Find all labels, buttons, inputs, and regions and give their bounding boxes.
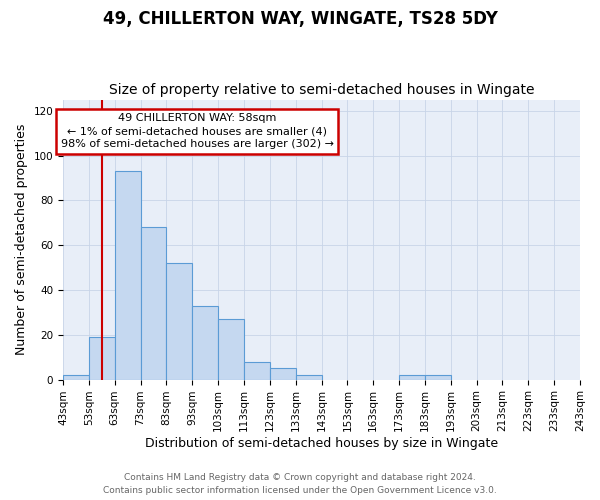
Title: Size of property relative to semi-detached houses in Wingate: Size of property relative to semi-detach… — [109, 83, 534, 97]
Bar — [192, 306, 218, 380]
Bar — [115, 171, 140, 380]
Bar — [63, 375, 89, 380]
Bar — [140, 228, 166, 380]
Bar — [166, 263, 192, 380]
Bar — [270, 368, 296, 380]
Bar — [218, 319, 244, 380]
Text: 49 CHILLERTON WAY: 58sqm
← 1% of semi-detached houses are smaller (4)
98% of sem: 49 CHILLERTON WAY: 58sqm ← 1% of semi-de… — [61, 113, 334, 150]
Bar — [399, 375, 425, 380]
Bar — [244, 362, 270, 380]
Bar — [425, 375, 451, 380]
Text: 49, CHILLERTON WAY, WINGATE, TS28 5DY: 49, CHILLERTON WAY, WINGATE, TS28 5DY — [103, 10, 497, 28]
Bar — [89, 337, 115, 380]
X-axis label: Distribution of semi-detached houses by size in Wingate: Distribution of semi-detached houses by … — [145, 437, 498, 450]
Bar — [296, 375, 322, 380]
Text: Contains HM Land Registry data © Crown copyright and database right 2024.
Contai: Contains HM Land Registry data © Crown c… — [103, 474, 497, 495]
Y-axis label: Number of semi-detached properties: Number of semi-detached properties — [15, 124, 28, 356]
